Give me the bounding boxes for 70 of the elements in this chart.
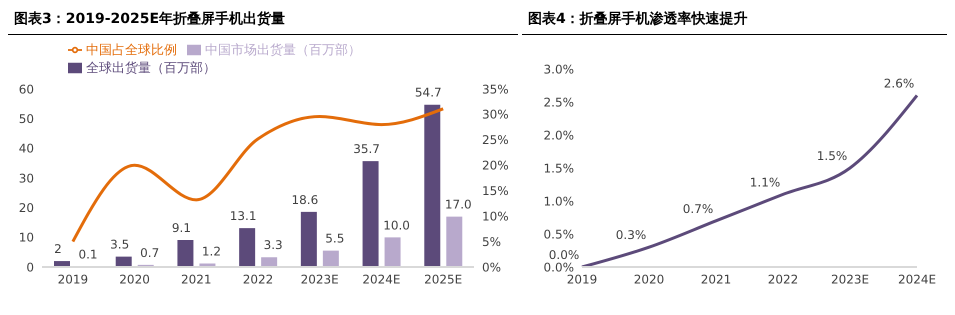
y-tick-label: 20 [18,200,34,215]
data-label: 2.6% [884,76,914,90]
data-label: 9.1 [172,221,191,236]
y2-tick-label: 20% [482,158,509,173]
bar [362,161,379,267]
bar [384,237,401,267]
legend-label: 全球出货量（百万部） [86,61,216,76]
x-tick-label: 2025E [424,272,462,287]
y-tick-label: 0 [26,260,34,274]
data-label: 0.7% [682,202,714,216]
data-label: 10.0 [383,218,410,232]
x-tick-label: 2022 [242,272,274,287]
data-label: 17.0 [444,198,472,212]
x-tick-label: 2020 [119,272,150,287]
legend-label: 中国占全球比例 [86,43,177,58]
bar [116,256,132,267]
x-tick-label: 2024E [898,272,936,287]
data-label: 0.1 [78,248,98,262]
data-label: 35.7 [353,142,380,156]
y-tick-label: 0.0% [544,260,574,274]
data-label: 18.6 [292,192,318,207]
x-tick-label: 2023E [300,272,339,287]
y-tick-label: 40 [18,142,34,156]
bar [300,212,317,267]
y2-tick-label: 15% [482,184,509,198]
x-tick-label: 2024E [362,272,400,287]
x-tick-label: 2022 [768,272,798,287]
data-label: 2 [54,242,62,256]
data-label: 0.7 [140,246,160,260]
y-tick-label: 1.5% [544,161,574,176]
x-tick-label: 2023E [830,272,870,287]
y-tick-label: 0.5% [544,227,574,242]
y2-tick-label: 35% [482,82,509,96]
data-label: 1.5% [816,149,848,163]
x-tick-label: 2021 [181,272,212,287]
y-tick-label: 50 [18,112,34,126]
line-series [580,94,918,267]
data-label: 3.5 [110,238,130,252]
bar [322,250,339,267]
y-tick-label: 30 [18,171,34,186]
bar [261,257,278,267]
x-tick-label: 2020 [634,272,664,287]
bar [177,240,194,267]
bar [239,228,256,267]
data-label: 5.5 [325,232,344,246]
data-label: 1.1% [750,175,780,190]
bar [424,104,440,267]
data-label: 54.7 [414,86,442,100]
x-tick-label: 2019 [58,272,88,287]
y2-tick-label: 5% [482,234,502,249]
y2-tick-label: 0% [482,260,502,274]
bar [446,216,462,267]
data-label: 1.2 [202,244,221,258]
y-tick-label: 3.0% [544,62,574,76]
y-tick-label: 10 [18,230,34,245]
x-tick-label: 2019 [566,272,598,287]
x-tick-label: 2021 [700,272,732,287]
data-label: 3.3 [264,238,283,252]
chart-title: 图表3：2019-2025E年折叠屏手机出货量 [8,8,518,35]
chart-title: 图表4：折叠屏手机渗透率快速提升 [522,8,947,35]
legend-label: 中国市场出货量（百万部） [205,43,361,58]
y2-tick-label: 30% [482,108,509,122]
y-tick-label: 60 [18,82,34,96]
y2-tick-label: 10% [482,209,509,224]
y-tick-label: 1.0% [544,194,574,208]
y2-tick-label: 25% [482,133,509,148]
y-tick-label: 2.5% [544,95,574,110]
data-label: 0.3% [616,228,646,242]
y-tick-label: 2.0% [544,128,574,142]
data-label: 13.1 [230,209,256,224]
